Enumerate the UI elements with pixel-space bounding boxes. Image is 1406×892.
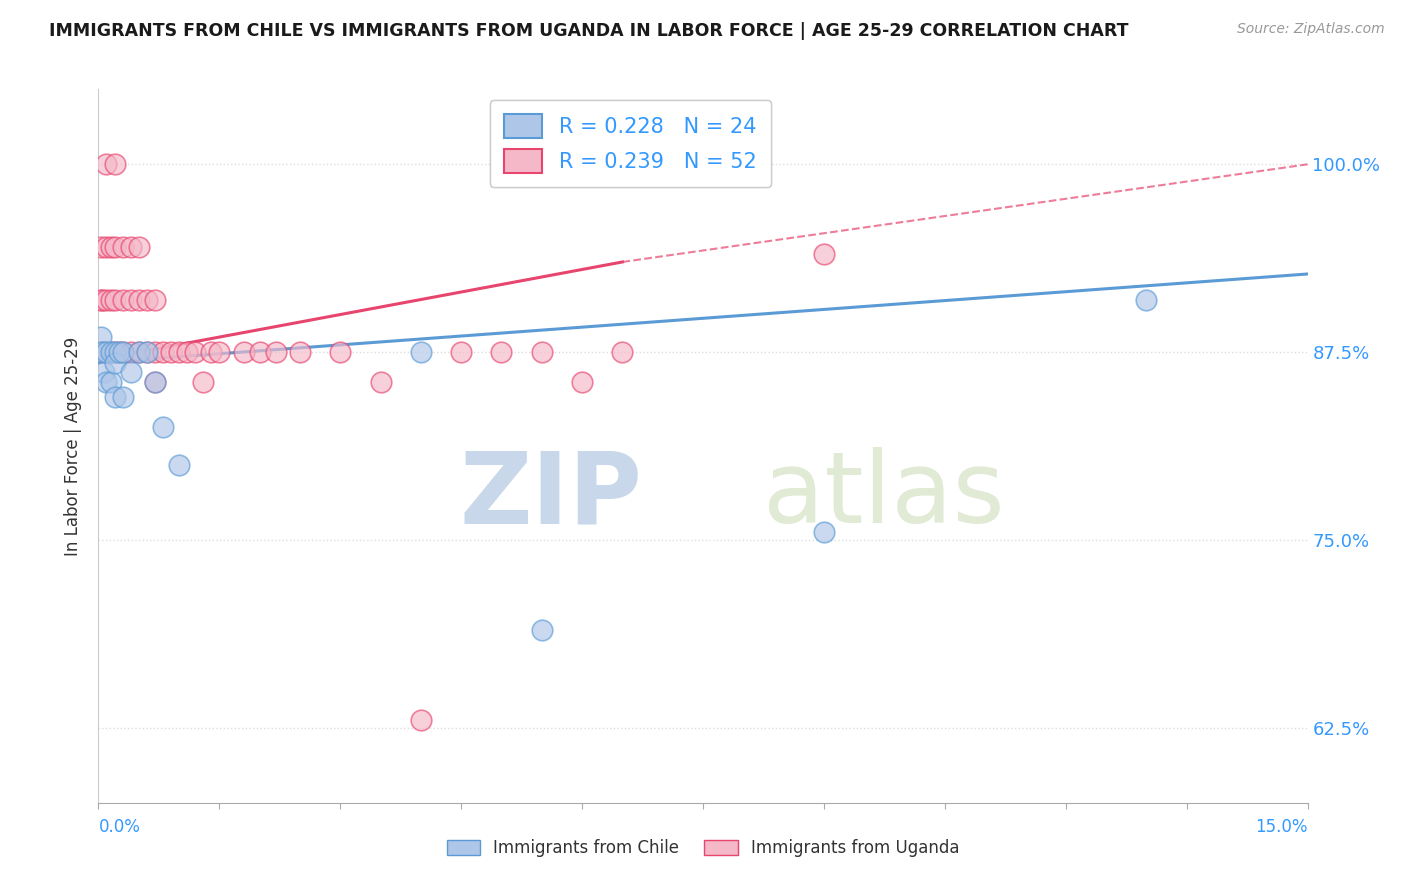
Point xyxy=(96,157,118,171)
Point xyxy=(200,345,222,359)
Point xyxy=(120,240,142,254)
Point xyxy=(107,345,129,359)
Point xyxy=(111,293,134,307)
Point xyxy=(90,330,112,344)
Point xyxy=(100,375,122,389)
Point xyxy=(813,247,835,261)
Point xyxy=(90,345,112,359)
Point xyxy=(111,240,134,254)
Point xyxy=(143,375,166,389)
Point xyxy=(100,345,122,359)
Point xyxy=(208,345,231,359)
Text: Source: ZipAtlas.com: Source: ZipAtlas.com xyxy=(1237,22,1385,37)
Point xyxy=(288,345,311,359)
Point xyxy=(143,375,166,389)
Point xyxy=(100,345,122,359)
Point xyxy=(193,375,215,389)
Point xyxy=(152,345,174,359)
Text: 15.0%: 15.0% xyxy=(1256,818,1308,836)
Point xyxy=(167,458,190,472)
Point xyxy=(96,240,118,254)
Point xyxy=(103,293,125,307)
Point xyxy=(1135,293,1157,307)
Point xyxy=(143,345,166,359)
Point xyxy=(93,365,115,379)
Point xyxy=(90,240,112,254)
Legend: R = 0.228   N = 24, R = 0.239   N = 52: R = 0.228 N = 24, R = 0.239 N = 52 xyxy=(489,100,770,187)
Point xyxy=(96,293,118,307)
Point xyxy=(329,345,352,359)
Point xyxy=(264,345,287,359)
Point xyxy=(184,345,207,359)
Point xyxy=(491,345,513,359)
Point xyxy=(111,345,134,359)
Point xyxy=(93,345,115,359)
Text: ZIP: ZIP xyxy=(460,448,643,544)
Point xyxy=(450,345,472,359)
Point xyxy=(120,345,142,359)
Y-axis label: In Labor Force | Age 25-29: In Labor Force | Age 25-29 xyxy=(65,336,83,556)
Point xyxy=(128,293,150,307)
Point xyxy=(103,240,125,254)
Point xyxy=(91,293,114,307)
Point xyxy=(135,345,157,359)
Point xyxy=(232,345,254,359)
Point xyxy=(128,345,150,359)
Point xyxy=(813,525,835,540)
Point xyxy=(103,157,125,171)
Point xyxy=(167,345,190,359)
Point xyxy=(103,356,125,370)
Point xyxy=(571,375,593,389)
Point xyxy=(370,375,392,389)
Point xyxy=(100,240,122,254)
Point xyxy=(530,345,553,359)
Point xyxy=(152,420,174,434)
Point xyxy=(128,345,150,359)
Point xyxy=(90,293,112,307)
Point xyxy=(120,365,142,379)
Point xyxy=(128,240,150,254)
Point xyxy=(135,293,157,307)
Point xyxy=(100,293,122,307)
Point xyxy=(612,345,634,359)
Text: IMMIGRANTS FROM CHILE VS IMMIGRANTS FROM UGANDA IN LABOR FORCE | AGE 25-29 CORRE: IMMIGRANTS FROM CHILE VS IMMIGRANTS FROM… xyxy=(49,22,1129,40)
Point xyxy=(103,390,125,404)
Point xyxy=(103,345,125,359)
Point xyxy=(409,345,432,359)
Point xyxy=(530,623,553,637)
Point xyxy=(135,345,157,359)
Point xyxy=(96,345,118,359)
Point xyxy=(90,345,112,359)
Point xyxy=(249,345,271,359)
Point xyxy=(96,375,118,389)
Point xyxy=(120,293,142,307)
Point xyxy=(176,345,198,359)
Point xyxy=(96,345,118,359)
Point xyxy=(111,345,134,359)
Point xyxy=(103,345,125,359)
Point xyxy=(143,293,166,307)
Point xyxy=(160,345,183,359)
Text: atlas: atlas xyxy=(763,448,1005,544)
Point xyxy=(111,390,134,404)
Text: 0.0%: 0.0% xyxy=(98,818,141,836)
Point xyxy=(91,345,114,359)
Point xyxy=(409,713,432,727)
Point xyxy=(107,345,129,359)
